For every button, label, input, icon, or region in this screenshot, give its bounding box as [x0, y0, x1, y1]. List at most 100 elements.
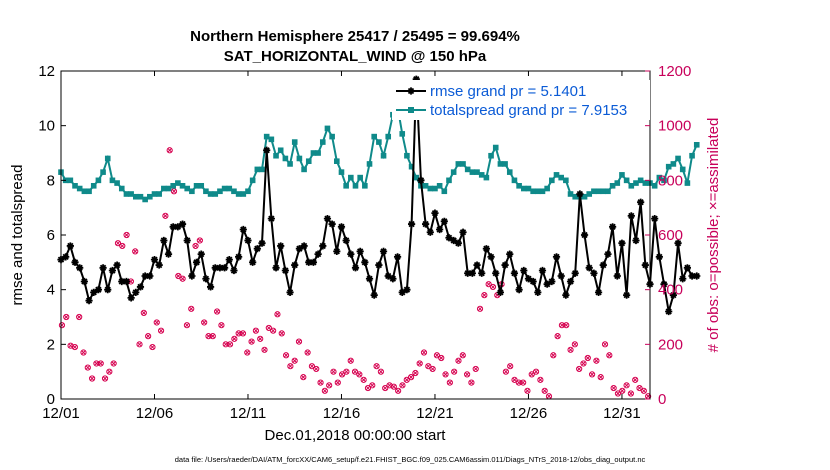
obs-possible-marker	[71, 343, 78, 351]
obs-assimilated-marker	[322, 388, 328, 394]
rmse-point	[183, 236, 191, 245]
obs-point	[455, 357, 462, 364]
obs-assimilated-marker	[150, 344, 155, 350]
right-y-axis: 0 200 400 600 800 1000 1200	[645, 63, 691, 408]
obs-point	[63, 313, 70, 321]
x-tick-label: 12/31	[603, 405, 641, 422]
rmse-point	[230, 266, 238, 275]
obs-possible-marker	[330, 368, 337, 375]
obs-possible-marker	[520, 379, 527, 386]
rmse-point	[552, 253, 561, 261]
obs-possible-marker	[201, 319, 208, 326]
obs-assimilated-marker	[167, 147, 173, 153]
obs-point	[157, 327, 165, 334]
x-tick-label: 12/01	[42, 405, 80, 422]
obs-possible-marker	[610, 384, 617, 392]
obs-point	[545, 393, 553, 400]
spread-point	[338, 169, 345, 175]
obs-assimilated-marker	[619, 388, 625, 394]
obs-point	[282, 352, 290, 359]
obs-assimilated-marker	[89, 376, 95, 381]
rmse-point	[482, 245, 490, 253]
spread-point	[67, 177, 74, 184]
obs-possible-marker	[162, 212, 169, 219]
spread-point	[132, 193, 139, 200]
obs-assimilated-marker	[421, 350, 427, 355]
rmse-point	[286, 288, 294, 296]
obs-possible-marker	[377, 368, 384, 375]
spread-point	[544, 185, 550, 192]
obs-possible-marker	[214, 308, 221, 315]
rmse-point	[393, 253, 402, 261]
obs-point	[463, 371, 471, 378]
obs-possible-marker	[222, 341, 229, 348]
obs-assimilated-marker	[447, 380, 453, 385]
obs-point	[334, 379, 341, 386]
legend-spread-label: totalspread grand pr = 7.9153	[430, 102, 627, 119]
obs-possible-marker	[554, 333, 561, 340]
obs-assimilated-marker	[331, 369, 336, 375]
obs-possible-marker	[313, 365, 320, 373]
rmse-point	[655, 253, 663, 261]
obs-possible-marker	[123, 231, 130, 239]
rmse-point	[146, 272, 154, 280]
obs-assimilated-marker	[615, 391, 621, 396]
obs-assimilated-marker	[546, 393, 552, 399]
obs-point	[170, 188, 178, 195]
obs-possible-marker	[183, 322, 191, 329]
obs-assimilated-marker	[305, 350, 310, 355]
spread-point	[193, 183, 200, 189]
rmse-point	[99, 264, 107, 272]
obs-point	[201, 319, 208, 326]
left-y-axis: 0 2 4 6 8 10 12	[38, 63, 66, 408]
obs-assimilated-marker	[141, 310, 147, 316]
obs-assimilated-marker	[572, 341, 578, 347]
obs-assimilated-marker	[361, 377, 367, 383]
obs-assimilated-marker	[197, 238, 203, 243]
obs-possible-marker	[351, 368, 359, 375]
obs-possible-marker	[373, 363, 380, 370]
rmse-point	[375, 261, 383, 269]
spread-point	[404, 152, 410, 159]
obs-assimilated-marker	[481, 292, 487, 298]
obs-point	[257, 335, 264, 342]
spread-point	[581, 193, 588, 200]
obs-assimilated-marker	[292, 358, 298, 364]
spread-point	[689, 152, 695, 159]
obs-possible-marker	[110, 360, 117, 367]
obs-assimilated-marker	[632, 377, 638, 383]
obs-possible-marker	[295, 338, 303, 345]
rmse-point	[459, 228, 467, 236]
obs-assimilated-marker	[555, 333, 560, 339]
obs-possible-marker	[420, 349, 428, 356]
legend-rmse-label: rmse grand pr = 5.1401	[430, 83, 586, 100]
obs-possible-marker	[304, 349, 311, 356]
rmse-point	[674, 239, 682, 247]
obs-point	[261, 346, 268, 353]
obs-point	[554, 333, 561, 340]
obs-point	[640, 387, 647, 394]
obs-possible-marker	[261, 346, 268, 353]
rmse-point	[450, 236, 458, 245]
obs-possible-marker	[580, 360, 587, 367]
obs-point	[278, 330, 285, 337]
spread-point	[497, 161, 504, 167]
obs-point	[119, 242, 126, 250]
rmse-point	[407, 220, 416, 228]
obs-point	[636, 384, 643, 392]
obs-possible-marker	[485, 281, 492, 288]
rmse-point	[515, 286, 523, 294]
obs-assimilated-marker	[102, 376, 108, 381]
obs-point	[369, 382, 376, 389]
obs-point	[140, 309, 147, 316]
spread-point	[161, 185, 167, 192]
obs-possible-marker	[63, 313, 70, 321]
obs-possible-marker	[360, 376, 367, 383]
rmse-point	[487, 253, 495, 261]
obs-possible-marker	[399, 382, 406, 389]
rmse-point	[496, 288, 505, 296]
rmse-point	[688, 272, 696, 280]
rmse-point	[202, 275, 210, 283]
spread-point	[72, 183, 78, 189]
obs-assimilated-marker	[348, 358, 354, 364]
